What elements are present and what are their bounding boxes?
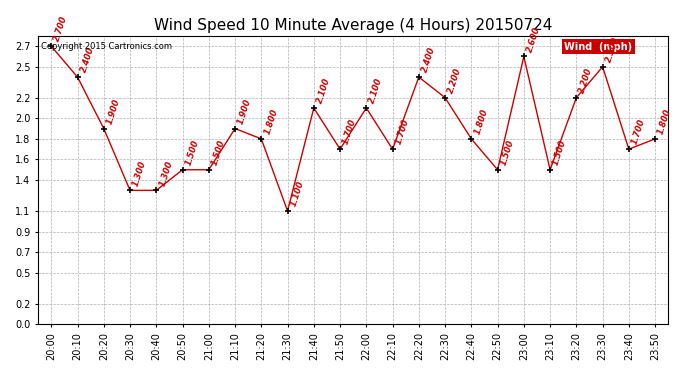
Text: 2.500: 2.500 <box>604 36 621 64</box>
Text: 1.500: 1.500 <box>184 139 201 166</box>
Text: 2.100: 2.100 <box>368 77 384 105</box>
Text: 1.800: 1.800 <box>656 108 673 136</box>
Title: Wind Speed 10 Minute Average (4 Hours) 20150724: Wind Speed 10 Minute Average (4 Hours) 2… <box>154 18 553 33</box>
Text: 2.200: 2.200 <box>446 66 463 94</box>
Text: 2.400: 2.400 <box>420 46 437 74</box>
Text: 1.900: 1.900 <box>237 98 253 126</box>
Text: 2.100: 2.100 <box>315 77 332 105</box>
Text: 1.700: 1.700 <box>342 118 358 146</box>
Text: 1.700: 1.700 <box>630 118 647 146</box>
Text: 1.900: 1.900 <box>105 98 122 126</box>
Text: Wind  (mph): Wind (mph) <box>564 42 633 52</box>
Text: 1.500: 1.500 <box>499 139 515 166</box>
Text: 1.300: 1.300 <box>157 159 175 187</box>
Text: 1.800: 1.800 <box>473 108 489 136</box>
Text: 2.600: 2.600 <box>525 25 542 53</box>
Text: 1.500: 1.500 <box>210 139 227 166</box>
Text: 1.500: 1.500 <box>551 139 568 166</box>
Text: Copyright 2015 Cartronics.com: Copyright 2015 Cartronics.com <box>41 42 172 51</box>
Text: 1.300: 1.300 <box>131 159 148 187</box>
Text: 2.700: 2.700 <box>52 15 70 43</box>
Text: 1.800: 1.800 <box>263 108 279 136</box>
Text: 2.200: 2.200 <box>578 66 595 94</box>
Text: 1.100: 1.100 <box>289 180 306 208</box>
Text: 1.700: 1.700 <box>394 118 411 146</box>
Text: 2.400: 2.400 <box>79 46 96 74</box>
